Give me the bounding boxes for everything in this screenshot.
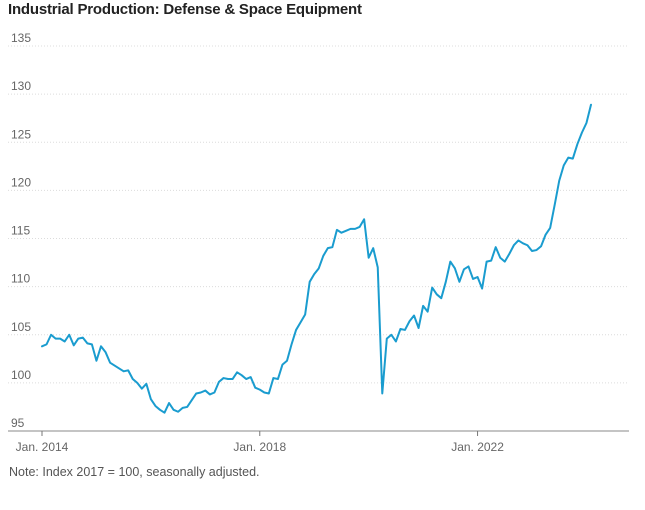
y-tick-label: 115: [11, 224, 30, 238]
y-tick-label: 100: [11, 368, 31, 382]
y-tick-label: 120: [11, 175, 31, 189]
y-tick-label: 135: [11, 31, 31, 45]
chart-note: Note: Index 2017 = 100, seasonally adjus…: [9, 465, 260, 479]
x-tick-label: Jan. 2018: [233, 440, 286, 454]
x-tick-label: Jan. 2022: [451, 440, 504, 454]
y-tick-label: 95: [11, 416, 25, 430]
y-tick-label: 130: [11, 79, 31, 93]
series-line: [41, 103, 592, 414]
y-tick-label: 105: [11, 320, 31, 334]
x-axis: Jan. 2014 Jan. 2018 Jan. 2022: [8, 430, 629, 454]
gridlines: [8, 45, 629, 384]
y-tick-label: 125: [11, 127, 31, 141]
y-tick-label: 110: [11, 272, 30, 286]
chart-title: Industrial Production: Defense & Space E…: [8, 1, 362, 18]
y-axis: 95 100 105 110 115 120 125 130 135: [11, 31, 31, 430]
series-layer: [41, 103, 592, 414]
x-tick-label: Jan. 2014: [16, 440, 69, 454]
